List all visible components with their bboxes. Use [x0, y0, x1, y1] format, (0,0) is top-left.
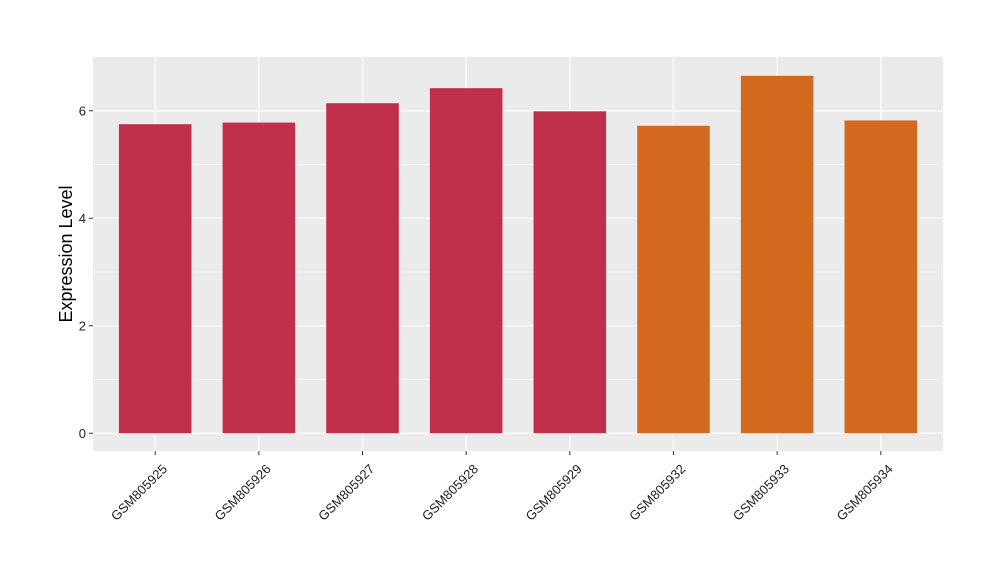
y-tick-label: 6: [79, 103, 86, 118]
bar-GSM805925: [118, 124, 192, 434]
x-axis: GSM805925 GSM805926 GSM805927 GSM805928 GSM8…: [108, 451, 896, 524]
x-tick-label: GSM805934: [833, 461, 895, 523]
y-tick-label: 4: [79, 211, 86, 226]
bar-GSM805929: [533, 111, 607, 434]
x-tick-label: GSM805933: [730, 461, 792, 523]
bar-GSM805926: [222, 122, 296, 434]
y-axis-title: Expression Level: [56, 185, 76, 322]
bar-GSM805934: [844, 120, 918, 434]
y-tick-label: 0: [79, 426, 86, 441]
bars: [118, 75, 918, 434]
x-tick-label: GSM805932: [626, 461, 688, 523]
x-tick-label: GSM805927: [315, 461, 377, 523]
bar-GSM805928: [429, 88, 503, 434]
y-axis: 0 2 4 6: [79, 103, 93, 441]
bar-GSM805933: [740, 75, 814, 434]
x-tick-label: GSM805925: [108, 461, 170, 523]
y-tick-label: 2: [79, 318, 86, 333]
x-tick-label: GSM805928: [419, 461, 481, 523]
x-tick-label: GSM805929: [523, 461, 585, 523]
plot-panel: [93, 57, 943, 451]
x-tick-label: GSM805926: [212, 461, 274, 523]
bar-GSM805927: [326, 103, 399, 434]
bar-GSM805932: [637, 125, 710, 434]
